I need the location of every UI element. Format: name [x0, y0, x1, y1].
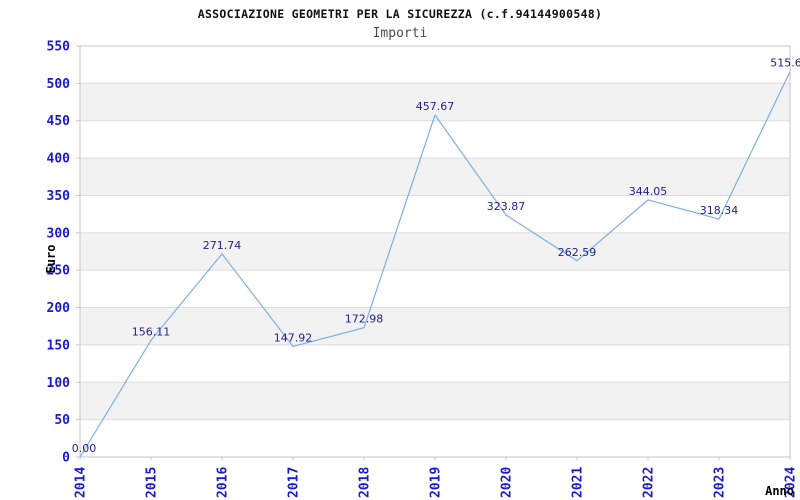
x-tick-label: 2020	[500, 467, 515, 498]
point-value-label: 271.74	[203, 239, 242, 252]
x-axis-title: Anno	[765, 484, 794, 498]
point-value-label: 457.67	[416, 100, 455, 113]
y-tick-label: 250	[47, 264, 71, 279]
y-tick-label: 0	[62, 451, 70, 466]
x-tick-label: 2019	[429, 467, 444, 498]
x-tick-label: 2018	[358, 467, 373, 498]
point-value-label: 318.34	[700, 204, 739, 217]
y-tick-label: 350	[47, 189, 71, 204]
y-tick-label: 50	[54, 413, 70, 428]
point-value-label: 323.87	[487, 200, 526, 213]
y-tick-label: 100	[47, 376, 71, 391]
x-tick-label: 2014	[74, 467, 89, 498]
x-tick-label: 2017	[287, 467, 302, 498]
x-tick-label: 2016	[216, 467, 231, 498]
chart-title: ASSOCIAZIONE GEOMETRI PER LA SICUREZZA (…	[197, 7, 603, 21]
x-tick-label: 2015	[145, 467, 160, 498]
point-value-label: 0.00	[72, 442, 97, 455]
y-tick-label: 450	[47, 114, 71, 129]
y-tick-label: 500	[47, 77, 71, 92]
y-axis-title: Euro	[44, 244, 58, 274]
y-tick-label: 550	[47, 40, 71, 55]
point-value-label: 156.11	[132, 325, 171, 338]
point-value-label: 172.98	[345, 313, 384, 326]
point-value-label: 262.59	[558, 246, 597, 259]
x-tick-label: 2021	[571, 467, 586, 498]
point-value-label: 515.6	[770, 57, 800, 70]
point-value-label: 344.05	[629, 185, 668, 198]
x-tick-label: 2023	[713, 467, 728, 498]
y-tick-label: 150	[47, 338, 71, 353]
y-tick-label: 200	[47, 301, 71, 316]
y-tick-label: 400	[47, 152, 71, 167]
plot-band	[80, 382, 790, 420]
plot-band	[80, 307, 790, 345]
chart-subtitle: Importi	[372, 26, 428, 41]
plot-band	[80, 232, 790, 271]
y-tick-label: 300	[47, 226, 71, 241]
plot-band	[80, 158, 790, 196]
data-line	[79, 71, 791, 458]
x-tick-label: 2022	[642, 467, 657, 498]
x-tick-label: 2024	[784, 467, 799, 498]
point-value-label: 147.92	[274, 331, 313, 344]
